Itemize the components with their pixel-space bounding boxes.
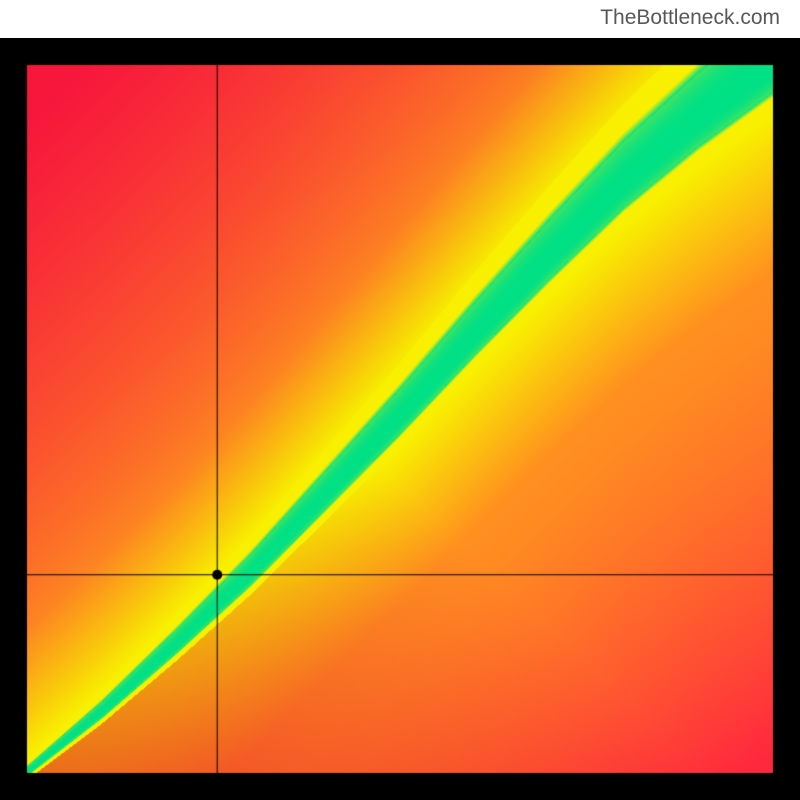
bottleneck-heatmap xyxy=(0,38,800,800)
chart-container: TheBottleneck.com xyxy=(0,0,800,800)
attribution-text: TheBottleneck.com xyxy=(600,6,780,30)
